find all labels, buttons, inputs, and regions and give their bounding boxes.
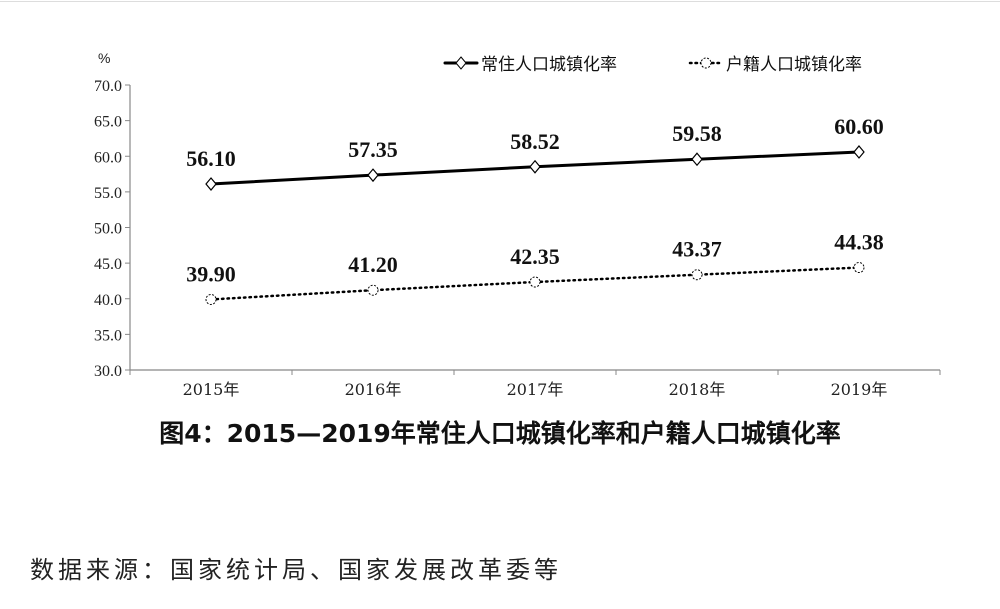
data-point-diamond	[529, 159, 541, 174]
data-label: 44.38	[834, 230, 884, 255]
y-tick-label: 55.0	[94, 185, 122, 202]
data-point-circle	[691, 269, 703, 281]
data-label: 56.10	[186, 146, 236, 171]
x-tick-label: 2017年	[507, 380, 564, 399]
data-point-circle	[853, 262, 865, 274]
data-label: 58.52	[510, 129, 560, 154]
legend-circle-icon	[700, 57, 712, 69]
data-point-diamond	[367, 168, 379, 183]
x-tick-label: 2016年	[345, 380, 402, 399]
y-axis-unit: %	[98, 50, 110, 66]
source-note: 数据来源：国家统计局、国家发展改革委等	[30, 556, 562, 584]
data-point-diamond	[853, 145, 865, 159]
data-label: 57.35	[348, 137, 398, 162]
data-label: 42.35	[510, 244, 560, 269]
data-label: 41.20	[348, 252, 398, 277]
legend-label: 常住人口城镇化率	[481, 55, 617, 75]
data-label: 60.60	[834, 114, 884, 139]
data-point-diamond	[691, 152, 703, 167]
data-point-circle	[529, 276, 541, 288]
data-point-circle	[205, 293, 217, 305]
x-tick-label: 2019年	[831, 380, 888, 399]
data-label: 43.37	[672, 237, 722, 262]
line-chart: 30.0 35.0 40.0 45.0 50.0 55.0 60.0 65.0 70.0% 201…	[94, 50, 941, 399]
y-tick-label: 65.0	[94, 114, 122, 131]
data-label: 59.58	[672, 121, 722, 146]
y-tick-label: 35.0	[94, 327, 122, 344]
y-tick-label: 50.0	[94, 221, 122, 238]
top-border	[0, 1, 1000, 2]
y-tick-label: 30.0	[94, 363, 122, 380]
y-tick-label: 70.0	[94, 78, 122, 95]
x-tick-label: 2015年	[183, 380, 240, 399]
y-tick-label: 40.0	[94, 292, 122, 309]
chart-title: 图4：2015—2019年常住人口城镇化率和户籍人口城镇化率	[159, 419, 841, 448]
y-tick-label: 60.0	[94, 149, 122, 166]
legend-label: 户籍人口城镇化率	[726, 55, 862, 75]
x-tick-label: 2018年	[669, 380, 726, 399]
data-point-diamond	[205, 177, 217, 191]
data-label: 39.90	[186, 261, 236, 286]
legend-diamond-icon	[455, 56, 467, 70]
data-point-circle	[367, 284, 379, 296]
y-tick-label: 45.0	[94, 256, 122, 273]
